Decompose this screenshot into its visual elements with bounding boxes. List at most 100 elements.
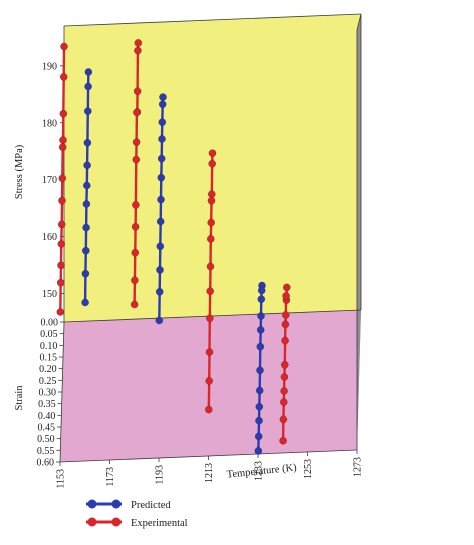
stress-tick-label: 150: [42, 289, 57, 300]
strain-tick-label: 0.15: [40, 353, 58, 364]
series-experimental-point: [207, 190, 216, 199]
series-experimental-point: [205, 377, 214, 385]
legend-item-experimental: Experimental: [86, 517, 188, 529]
series-experimental-point: [208, 149, 217, 158]
series-experimental-point: [59, 109, 68, 118]
series-predicted-point: [82, 223, 90, 232]
series-predicted-point: [159, 93, 167, 101]
legend: Predicted Experimental: [86, 499, 188, 529]
series-experimental-point: [281, 336, 289, 345]
series-experimental-line: [133, 42, 140, 305]
strain-tick-label: 0.55: [37, 446, 55, 457]
series-predicted-point: [157, 195, 165, 204]
series-predicted-point: [257, 286, 266, 295]
series-predicted-point: [156, 242, 165, 251]
temperature-tick-label: 1173: [105, 467, 116, 487]
strain-tick-label: 0.60: [37, 458, 55, 469]
series-experimental: [56, 39, 291, 445]
series-experimental-point: [58, 196, 66, 205]
back-wall-top-edge: [63, 13, 362, 27]
legend-experimental-marker-right: [111, 517, 121, 527]
series-predicted-point: [155, 287, 164, 296]
series-experimental-point: [134, 39, 143, 47]
series-predicted-point: [84, 68, 93, 76]
series-experimental-point: [282, 283, 291, 292]
stress-tick-label: 170: [42, 175, 57, 186]
legend-label-predicted: Predicted: [131, 500, 171, 511]
series-predicted-point: [156, 266, 164, 274]
series-experimental-point: [208, 159, 217, 168]
series-experimental-point: [205, 348, 214, 356]
strain-tick-label: 0.25: [39, 376, 57, 387]
temperature-tick-label: 1193: [155, 465, 166, 485]
series-experimental-point: [204, 405, 213, 414]
series-predicted-point: [157, 173, 166, 182]
series-predicted-point: [155, 316, 164, 325]
strain-tick-label: 0.50: [37, 434, 55, 445]
series-predicted-point: [257, 295, 266, 304]
series-predicted-point: [157, 154, 166, 163]
series-experimental-point: [132, 155, 141, 164]
temperature-tick-label: 1213: [204, 463, 215, 483]
legend-predicted-marker-left: [87, 499, 97, 509]
series-experimental-point: [130, 300, 139, 309]
stress-tick-label: 190: [42, 61, 57, 72]
series-predicted-point: [81, 298, 89, 307]
series-predicted-point: [83, 138, 92, 147]
series-experimental-point: [279, 398, 288, 406]
series-experimental-point: [59, 73, 68, 81]
stress-axis-title: Stress (MPa): [14, 144, 25, 199]
strain-tick-label: 0.20: [39, 364, 57, 375]
series-predicted-point: [256, 342, 265, 351]
series-experimental-point: [205, 314, 214, 323]
series-experimental-point: [57, 220, 66, 229]
series-predicted-point: [81, 269, 90, 278]
series-experimental-point: [282, 292, 290, 300]
series-experimental-point: [279, 436, 287, 445]
series-experimental-point: [56, 278, 65, 287]
series-experimental-point: [58, 143, 67, 152]
series-experimental-point: [280, 360, 289, 369]
series-experimental-point: [280, 373, 289, 381]
series-experimental-point: [207, 196, 216, 205]
series-experimental-point: [131, 222, 140, 231]
series-predicted-point: [256, 366, 264, 375]
series-experimental-point: [134, 46, 142, 55]
temperature-tick-label: 1273: [353, 457, 364, 477]
side-wall-plane: [357, 14, 361, 450]
series-experimental-line: [207, 153, 214, 410]
series-experimental-point: [57, 261, 65, 270]
legend-experimental-marker-left: [87, 517, 97, 527]
series-predicted-point: [158, 100, 167, 109]
series-experimental-point: [60, 42, 68, 51]
series-predicted-point: [256, 326, 265, 334]
series-experimental-point: [207, 218, 216, 227]
temperature-axis-ticks: 1153 1173 1193 1213 1233 1253 1273: [56, 450, 364, 489]
series-experimental-point: [56, 308, 65, 316]
series-predicted-point: [82, 181, 91, 190]
series-predicted-point: [254, 447, 263, 455]
series-experimental-point: [57, 240, 66, 248]
series-experimental-point: [206, 262, 215, 271]
strain-axis-title: Strain: [14, 385, 25, 411]
series-predicted-point: [81, 246, 90, 255]
series-predicted-point: [84, 82, 92, 91]
series-experimental-point: [206, 235, 215, 243]
series-experimental-point: [58, 174, 67, 183]
side-wall-top-edge: [356, 13, 362, 31]
strain-tick-label: 0.45: [38, 423, 56, 434]
series-predicted-point: [254, 432, 263, 441]
series-experimental-point: [131, 248, 140, 257]
series-predicted-point: [82, 200, 91, 208]
series-experimental-point: [280, 387, 288, 395]
series-experimental-point: [279, 415, 288, 424]
series-predicted-point: [158, 118, 167, 127]
legend-item-predicted: Predicted: [86, 499, 171, 511]
series-predicted: [81, 68, 266, 455]
series-predicted-point: [83, 107, 92, 116]
series-experimental-point: [133, 108, 141, 117]
series-experimental-point: [281, 311, 290, 319]
strain-tick-label: 0.30: [39, 388, 57, 399]
series-layer: [56, 39, 291, 455]
